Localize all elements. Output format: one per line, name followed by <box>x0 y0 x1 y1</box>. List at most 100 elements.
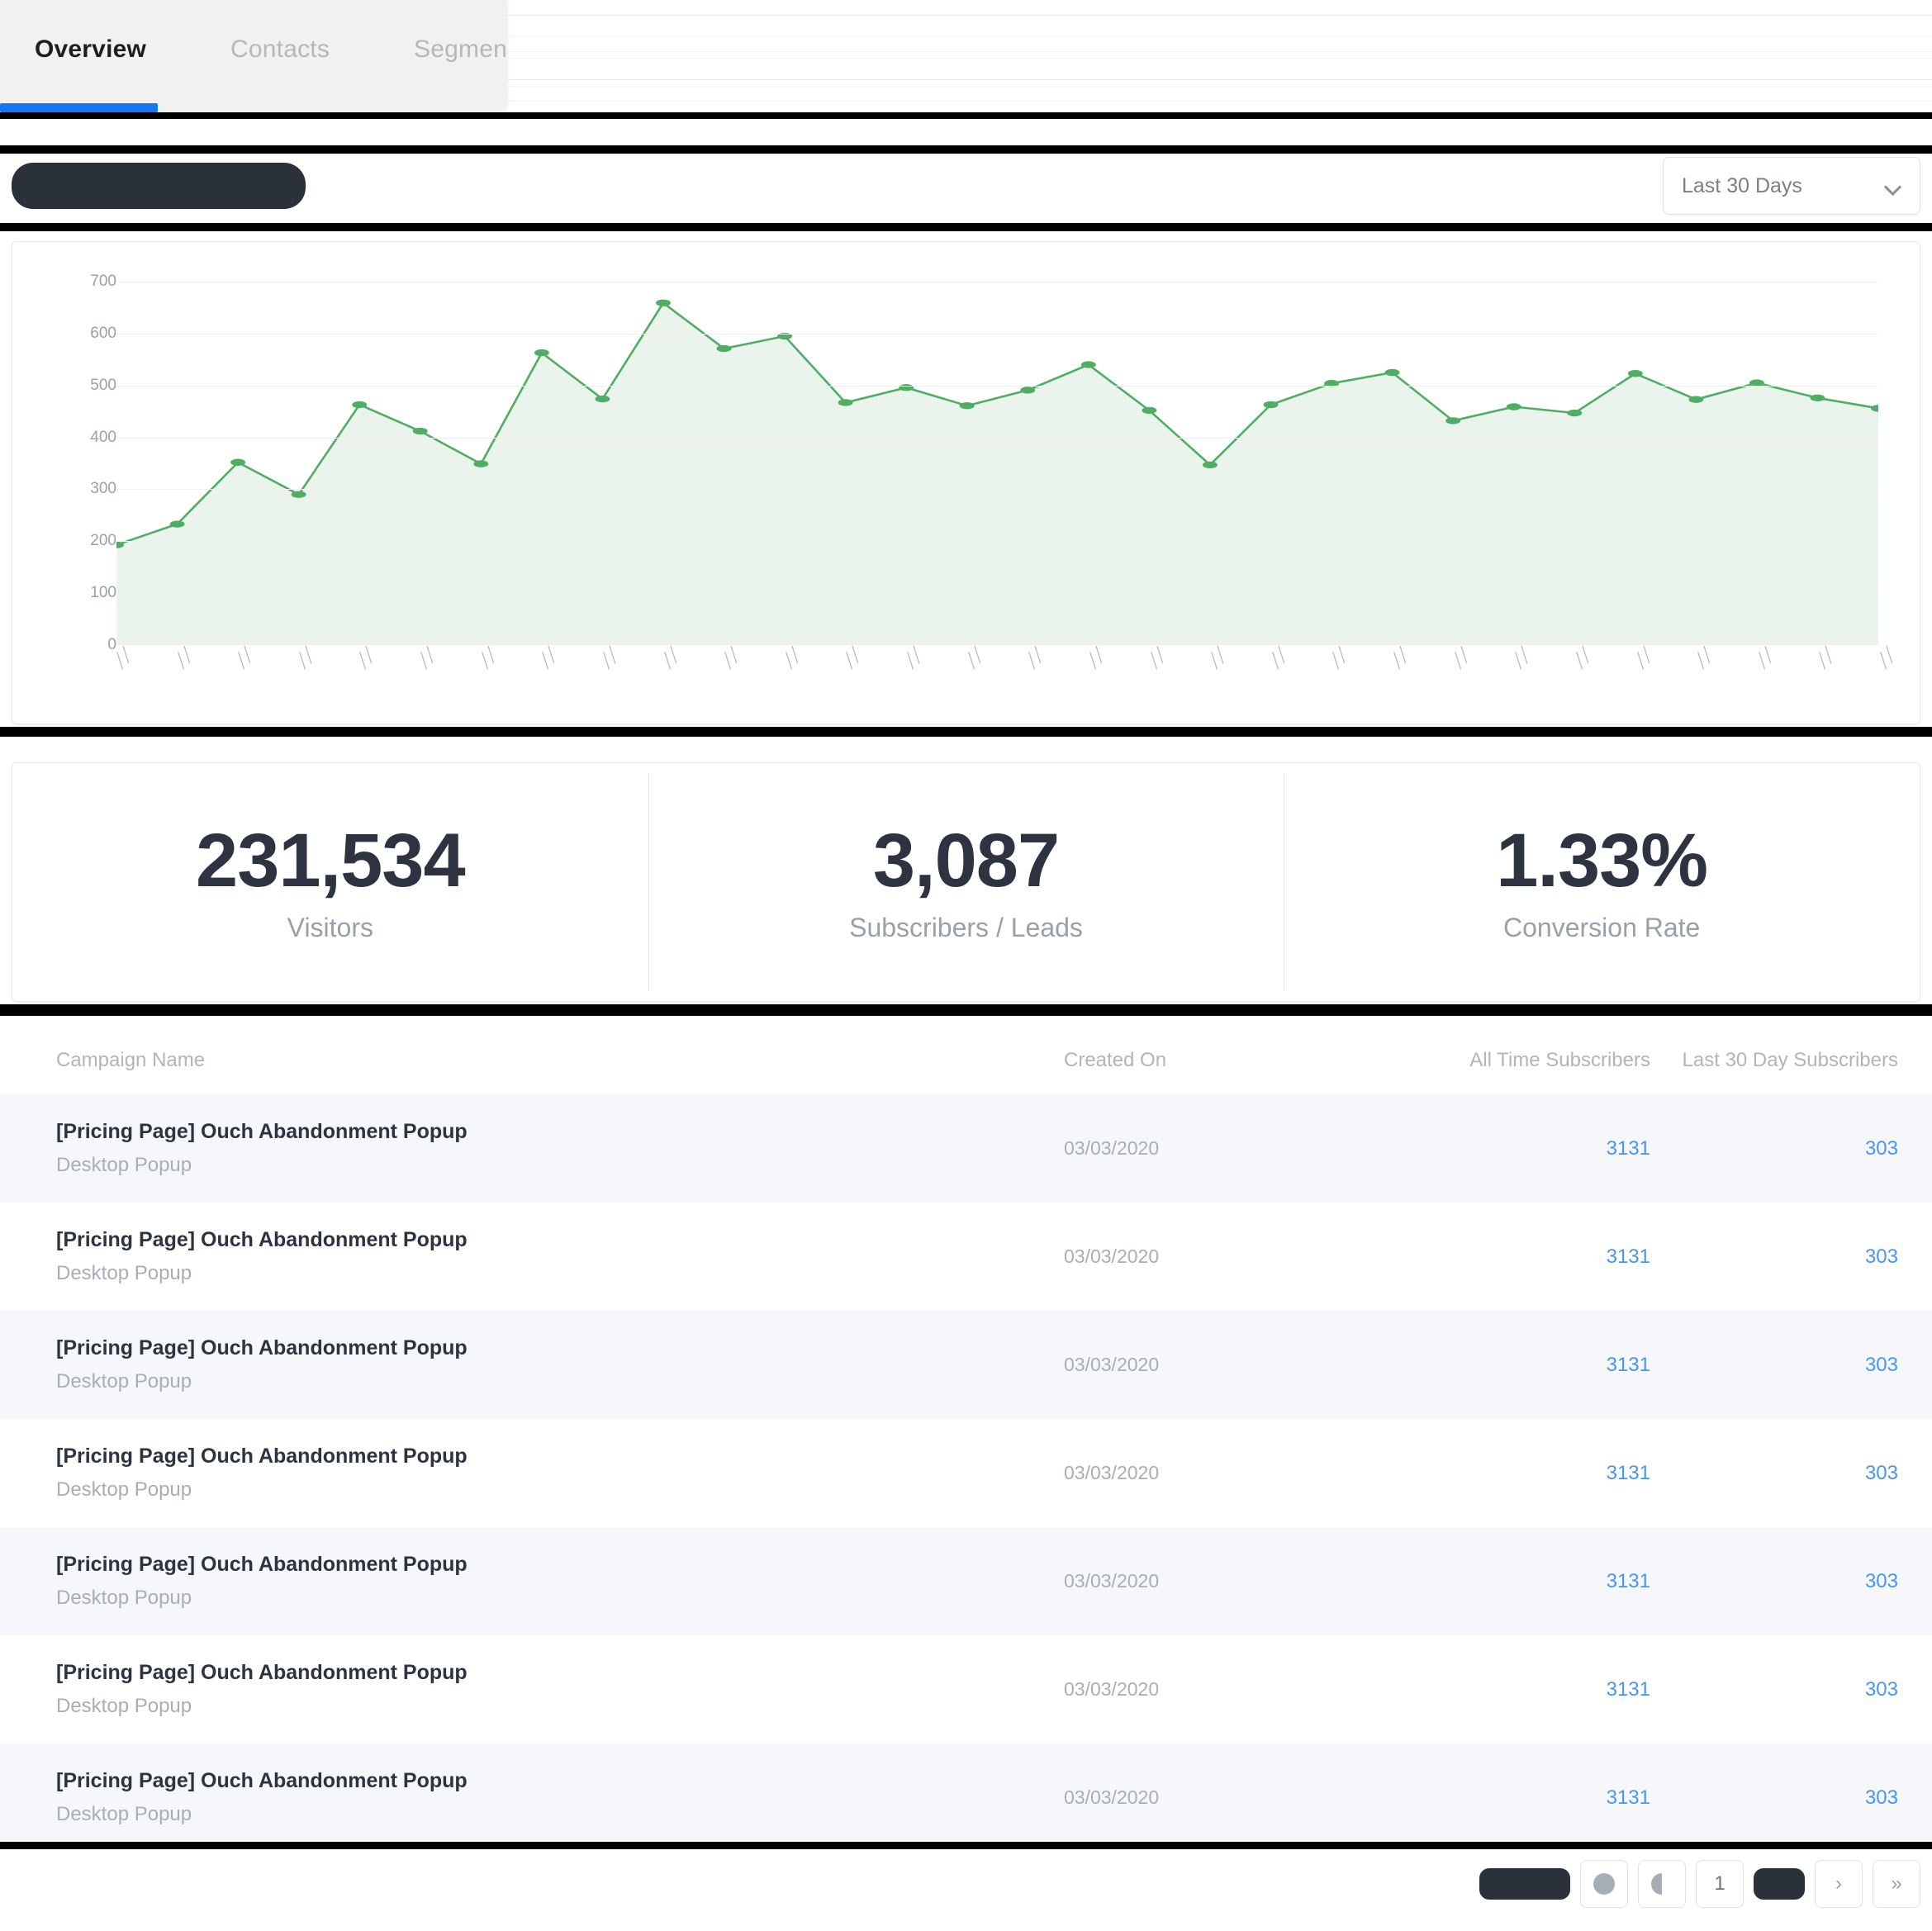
table-row[interactable]: [Pricing Page] Ouch Abandonment Popup Des… <box>0 1527 1932 1635</box>
campaign-type: Desktop Popup <box>56 1587 192 1609</box>
all-time-subscribers-link[interactable]: 3131 <box>1606 1786 1650 1809</box>
date-range-select[interactable]: Last 30 Days <box>1663 157 1920 215</box>
table-row[interactable]: [Pricing Page] Ouch Abandonment Popup Des… <box>0 1744 1932 1852</box>
x-axis-tick: ╱╱ <box>1570 646 1594 670</box>
cell-campaign-name: [Pricing Page] Ouch Abandonment Popup Des… <box>56 1120 1064 1177</box>
prev-page-button[interactable] <box>1638 1860 1686 1908</box>
chart-data-point[interactable] <box>1871 405 1878 412</box>
last-30-day-subscribers-link[interactable]: 303 <box>1864 1461 1898 1484</box>
x-axis-tick: ╱╱ <box>1206 646 1230 670</box>
chart-gridline <box>116 385 1878 387</box>
table-footer: 1 › » <box>0 1842 1932 1931</box>
chart-data-point[interactable] <box>1810 394 1825 401</box>
chart-data-point[interactable] <box>1324 380 1340 387</box>
visitors-chart: 0 100 200 300 400 500 600 700 ╱╱ ╱╱ ╱╱ ╱╱ ╱╱ ╱╱ ╱╱ ╱╱ ╱… <box>12 242 1920 724</box>
cell-all-time-subscribers: 3131 <box>1357 1786 1650 1810</box>
chart-data-point[interactable] <box>595 395 610 403</box>
chart-svg <box>116 299 1878 645</box>
last-30-day-subscribers-link[interactable]: 303 <box>1864 1786 1898 1809</box>
chart-data-point[interactable] <box>1567 409 1583 417</box>
x-axis-tick: ╱╱ <box>780 646 804 670</box>
last-30-day-subscribers-link[interactable]: 303 <box>1864 1245 1898 1268</box>
chart-data-point[interactable] <box>1384 368 1400 377</box>
table-row[interactable]: [Pricing Page] Ouch Abandonment Popup Des… <box>0 1311 1932 1419</box>
chart-data-point[interactable] <box>1688 396 1704 403</box>
current-page-indicator[interactable]: 1 <box>1696 1860 1744 1908</box>
tab-segments[interactable]: Segments <box>414 0 507 112</box>
last-30-day-subscribers-link[interactable]: 303 <box>1864 1569 1898 1592</box>
cell-last-30-day-subscribers: 303 <box>1650 1678 1898 1701</box>
x-axis-tick: ╱╱ <box>1084 646 1108 670</box>
cell-created-on: 03/03/2020 <box>1064 1678 1160 1700</box>
table-row[interactable]: [Pricing Page] Ouch Abandonment Popup Des… <box>0 1203 1932 1311</box>
table-row[interactable]: [Pricing Page] Ouch Abandonment Popup Des… <box>0 1419 1932 1527</box>
pagination: 1 › » <box>1479 1860 1920 1908</box>
chart-data-point[interactable] <box>1080 361 1096 368</box>
chart-data-point[interactable] <box>716 344 732 353</box>
all-time-subscribers-link[interactable]: 3131 <box>1606 1353 1650 1376</box>
campaign-title[interactable]: [Pricing Page] Ouch Abandonment Popup <box>56 1120 468 1143</box>
y-axis-tick-0: 0 <box>107 636 116 653</box>
chart-gridline <box>116 541 1878 543</box>
tab-overview[interactable]: Overview <box>0 0 174 112</box>
chart-data-point[interactable] <box>959 402 975 410</box>
table-row[interactable]: [Pricing Page] Ouch Abandonment Popup Des… <box>0 1635 1932 1744</box>
all-time-subscribers-link[interactable]: 3131 <box>1606 1461 1650 1484</box>
cell-campaign-name: [Pricing Page] Ouch Abandonment Popup Des… <box>56 1228 1064 1285</box>
last-30-day-subscribers-link[interactable]: 303 <box>1864 1136 1898 1160</box>
chart-data-point[interactable] <box>838 399 853 406</box>
all-time-subscribers-link[interactable]: 3131 <box>1606 1136 1650 1160</box>
chart-data-point[interactable] <box>169 520 185 528</box>
chart-data-point[interactable] <box>352 401 368 409</box>
table-row[interactable]: [Pricing Page] Ouch Abandonment Popup Des… <box>0 1094 1932 1203</box>
table-header-row: Campaign Name Created On All Time Subscr… <box>0 1027 1932 1094</box>
tab-contacts[interactable]: Contacts <box>230 0 358 112</box>
campaign-type: Desktop Popup <box>56 1478 192 1501</box>
chart-data-point[interactable] <box>1020 387 1036 394</box>
y-axis-tick-100: 100 <box>90 584 116 602</box>
chart-data-point[interactable] <box>116 541 124 548</box>
chart-data-point[interactable] <box>230 458 246 466</box>
last-30-day-subscribers-link[interactable]: 303 <box>1864 1353 1898 1376</box>
chart-data-point[interactable] <box>1445 417 1461 425</box>
first-page-button[interactable] <box>1580 1860 1628 1908</box>
x-axis-tick: ╱╱ <box>1510 646 1534 670</box>
all-time-subscribers-link[interactable]: 3131 <box>1606 1677 1650 1701</box>
chart-data-point[interactable] <box>534 349 549 357</box>
all-time-subscribers-link[interactable]: 3131 <box>1606 1569 1650 1592</box>
chart-data-point[interactable] <box>777 332 793 340</box>
y-axis-tick-600: 600 <box>90 324 116 342</box>
chart-data-point[interactable] <box>291 491 306 498</box>
last-30-day-subscribers-link[interactable]: 303 <box>1864 1677 1898 1701</box>
campaign-title[interactable]: [Pricing Page] Ouch Abandonment Popup <box>56 1661 468 1684</box>
campaign-title[interactable]: [Pricing Page] Ouch Abandonment Popup <box>56 1336 468 1359</box>
chart-data-point[interactable] <box>412 427 428 435</box>
x-axis-tick: ╱╱ <box>415 646 439 670</box>
x-axis-tick: ╱╱ <box>962 646 986 670</box>
chart-data-point[interactable] <box>655 299 671 306</box>
x-axis-tick: ╱╱ <box>658 646 682 670</box>
campaign-title[interactable]: [Pricing Page] Ouch Abandonment Popup <box>56 1553 468 1576</box>
column-header-created-on: Created On <box>1064 1049 1167 1071</box>
chart-data-point[interactable] <box>1202 461 1218 469</box>
cell-campaign-name: [Pricing Page] Ouch Abandonment Popup Des… <box>56 1769 1064 1826</box>
x-axis-tick: ╱╱ <box>1631 646 1655 670</box>
all-time-subscribers-link[interactable]: 3131 <box>1606 1245 1650 1268</box>
y-axis-tick-300: 300 <box>90 480 116 498</box>
x-axis-tick: ╱╱ <box>233 646 257 670</box>
chart-data-point[interactable] <box>1749 379 1764 387</box>
chart-data-point[interactable] <box>1627 370 1643 377</box>
chart-data-point[interactable] <box>1506 403 1521 410</box>
x-axis-tick: ╱╱ <box>1266 646 1290 670</box>
chart-data-point[interactable] <box>1142 406 1157 415</box>
next-page-button[interactable]: › <box>1815 1860 1863 1908</box>
campaign-title[interactable]: [Pricing Page] Ouch Abandonment Popup <box>56 1228 468 1251</box>
campaign-type: Desktop Popup <box>56 1154 192 1176</box>
chart-data-point[interactable] <box>1263 401 1279 409</box>
last-page-button[interactable]: » <box>1873 1860 1920 1908</box>
campaign-title[interactable]: [Pricing Page] Ouch Abandonment Popup <box>56 1769 468 1792</box>
cell-created-on: 03/03/2020 <box>1064 1462 1160 1483</box>
campaign-title[interactable]: [Pricing Page] Ouch Abandonment Popup <box>56 1445 468 1468</box>
chart-data-point[interactable] <box>473 460 489 467</box>
x-axis-tick: ╱╱ <box>1875 646 1898 670</box>
